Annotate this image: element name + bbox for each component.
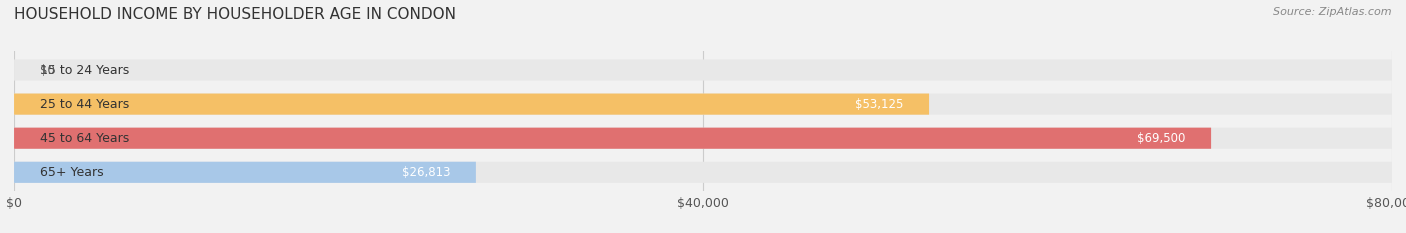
FancyBboxPatch shape (14, 128, 1211, 149)
Text: $53,125: $53,125 (855, 98, 903, 111)
FancyBboxPatch shape (14, 93, 929, 115)
FancyBboxPatch shape (14, 162, 1392, 183)
FancyBboxPatch shape (14, 59, 1392, 81)
Text: 65+ Years: 65+ Years (39, 166, 104, 179)
Text: 45 to 64 Years: 45 to 64 Years (39, 132, 129, 145)
Text: $69,500: $69,500 (1137, 132, 1185, 145)
Text: $26,813: $26,813 (402, 166, 450, 179)
Text: HOUSEHOLD INCOME BY HOUSEHOLDER AGE IN CONDON: HOUSEHOLD INCOME BY HOUSEHOLDER AGE IN C… (14, 7, 456, 22)
Text: 15 to 24 Years: 15 to 24 Years (39, 64, 129, 76)
FancyBboxPatch shape (14, 162, 475, 183)
FancyBboxPatch shape (14, 93, 1392, 115)
Text: $0: $0 (39, 64, 55, 76)
Text: 25 to 44 Years: 25 to 44 Years (39, 98, 129, 111)
Text: Source: ZipAtlas.com: Source: ZipAtlas.com (1274, 7, 1392, 17)
FancyBboxPatch shape (14, 128, 1392, 149)
